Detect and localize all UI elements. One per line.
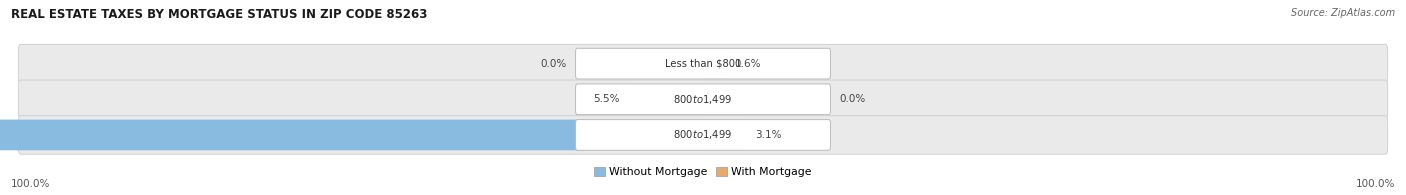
FancyBboxPatch shape	[702, 48, 725, 79]
Text: 0.0%: 0.0%	[540, 59, 567, 69]
Text: $800 to $1,499: $800 to $1,499	[673, 129, 733, 141]
FancyBboxPatch shape	[18, 80, 1388, 119]
Legend: Without Mortgage, With Mortgage: Without Mortgage, With Mortgage	[595, 167, 811, 177]
FancyBboxPatch shape	[0, 120, 704, 150]
FancyBboxPatch shape	[575, 120, 831, 150]
Text: 3.1%: 3.1%	[755, 130, 782, 140]
Text: 100.0%: 100.0%	[11, 179, 51, 189]
Text: 0.0%: 0.0%	[839, 94, 866, 104]
Text: Source: ZipAtlas.com: Source: ZipAtlas.com	[1291, 8, 1395, 18]
Text: Less than $800: Less than $800	[665, 59, 741, 69]
FancyBboxPatch shape	[702, 120, 745, 150]
Text: 5.5%: 5.5%	[593, 94, 620, 104]
FancyBboxPatch shape	[575, 84, 831, 115]
Text: 100.0%: 100.0%	[1355, 179, 1395, 189]
FancyBboxPatch shape	[18, 116, 1388, 154]
FancyBboxPatch shape	[628, 84, 704, 115]
FancyBboxPatch shape	[575, 48, 831, 79]
Text: REAL ESTATE TAXES BY MORTGAGE STATUS IN ZIP CODE 85263: REAL ESTATE TAXES BY MORTGAGE STATUS IN …	[11, 8, 427, 21]
FancyBboxPatch shape	[18, 44, 1388, 83]
Text: 1.6%: 1.6%	[735, 59, 761, 69]
Text: $800 to $1,499: $800 to $1,499	[673, 93, 733, 106]
